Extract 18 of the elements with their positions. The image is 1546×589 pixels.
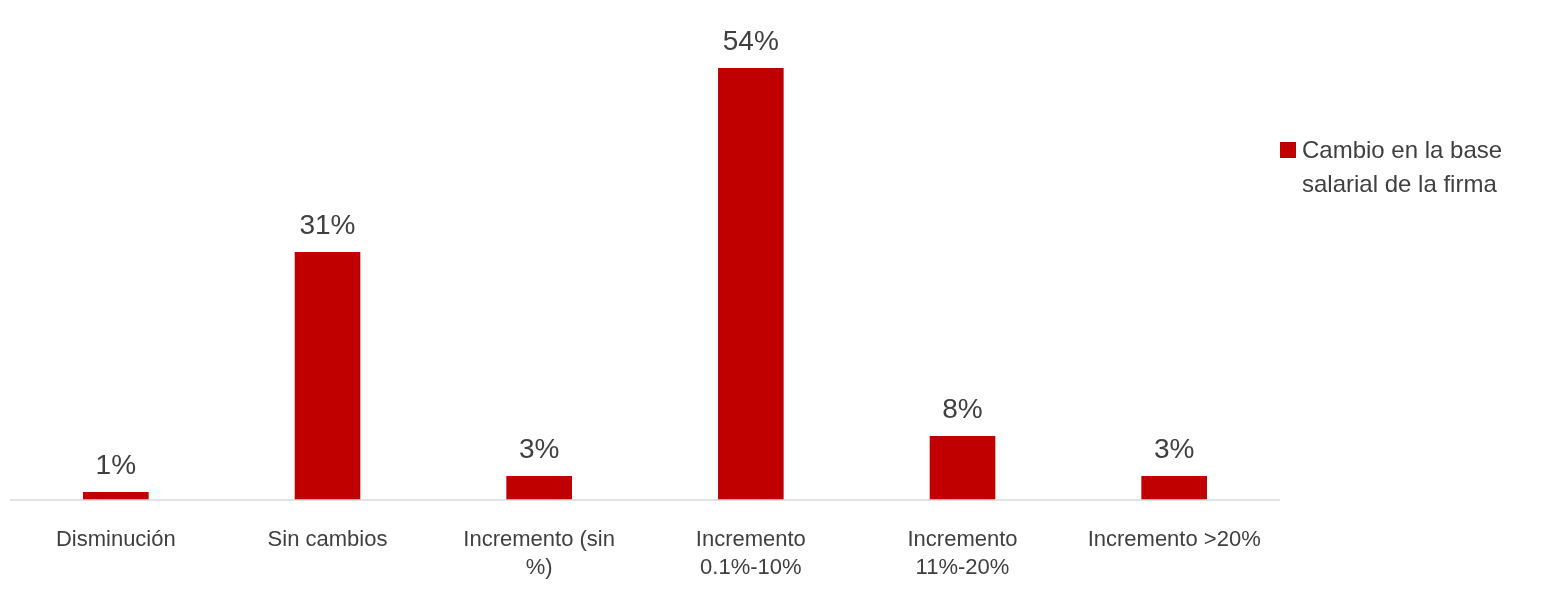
bar bbox=[718, 68, 784, 500]
bar bbox=[1141, 476, 1207, 500]
x-tick-label: Incremento (sin %) bbox=[463, 526, 615, 579]
data-label: 8% bbox=[942, 393, 983, 424]
legend-label: Cambio en la base salarial de la firma bbox=[1302, 136, 1503, 197]
x-tick-label: Incremento 0.1%-10% bbox=[695, 526, 806, 579]
x-tick-label: Incremento >20% bbox=[1087, 526, 1261, 551]
x-tick-label: Incremento 11%-20% bbox=[907, 526, 1018, 579]
data-label: 31% bbox=[299, 209, 356, 240]
x-tick-label: Sin cambios bbox=[267, 526, 388, 551]
data-label: 3% bbox=[518, 433, 560, 464]
data-label: 3% bbox=[1153, 433, 1195, 464]
bar bbox=[294, 252, 361, 500]
data-label: 1% bbox=[95, 449, 137, 480]
bar bbox=[929, 436, 996, 500]
bar bbox=[506, 476, 572, 500]
x-tick-label: Disminución bbox=[55, 526, 176, 551]
data-label: 54% bbox=[722, 25, 779, 56]
